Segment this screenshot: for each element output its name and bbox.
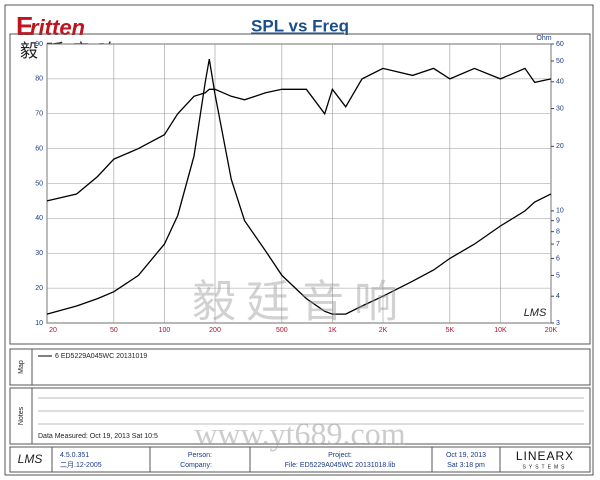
project: Project: bbox=[328, 452, 352, 459]
watermark-url: www.yt689.com bbox=[194, 415, 405, 451]
x-tick-label: 5K bbox=[446, 327, 455, 334]
y-tick-label: 90 bbox=[35, 41, 43, 48]
x-tick-label: 2K bbox=[379, 327, 388, 334]
y-tick-label: 10 bbox=[35, 320, 43, 327]
logo-e: E bbox=[16, 11, 33, 41]
x-tick-label: 100 bbox=[159, 327, 171, 334]
measured: Data Measured: Oct 19, 2013 Sat 10:5 bbox=[38, 433, 158, 440]
logo: ritten bbox=[30, 15, 85, 40]
company: Company: bbox=[180, 462, 212, 469]
y2-tick-label: 10 bbox=[556, 208, 564, 215]
x-tick-label: 500 bbox=[276, 327, 288, 334]
brand-sub: SYSTEMS bbox=[523, 464, 568, 470]
y-tick-label: 50 bbox=[35, 180, 43, 187]
y-tick-label: 30 bbox=[35, 250, 43, 257]
y2-tick-label: 60 bbox=[556, 41, 564, 48]
notes-panel bbox=[9, 387, 591, 445]
y2-tick-label: 30 bbox=[556, 105, 564, 112]
brand: LINEARX bbox=[516, 449, 574, 463]
y2-tick-label: 5 bbox=[556, 272, 560, 279]
y2-tick-label: 6 bbox=[556, 255, 560, 262]
chart-title: SPL vs Freq bbox=[251, 16, 349, 35]
plot: 20 50 100 200 500 1K 2K 5K 10K 20K 10 20 30 40 50 60 70 8… bbox=[35, 41, 564, 334]
y-tick-label: 20 bbox=[35, 285, 43, 292]
legend-label: 6 ED5229A045WC 20131019 bbox=[55, 353, 147, 360]
x-tick-label: 50 bbox=[110, 327, 118, 334]
plot-frame bbox=[9, 33, 591, 345]
x-tick-label: 20K bbox=[545, 327, 558, 334]
y-tick-label: 80 bbox=[35, 76, 43, 83]
y2-label: Ohm bbox=[536, 35, 551, 42]
y2-tick-label: 9 bbox=[556, 218, 560, 225]
y2-tick-label: 3 bbox=[556, 320, 560, 327]
map-label: Map bbox=[18, 360, 25, 374]
footer-lms: LMS bbox=[18, 452, 43, 466]
y-tick-label: 60 bbox=[35, 145, 43, 152]
x-tick-label: 20 bbox=[49, 327, 57, 334]
footer-day: Oct 19, 2013 bbox=[446, 452, 486, 459]
version: 4.5.0.351 bbox=[60, 452, 89, 459]
person: Person: bbox=[188, 452, 212, 459]
corner-mark: LMS bbox=[524, 307, 547, 319]
footer-time: Sat 3:18 pm bbox=[447, 462, 485, 469]
y-tick-label: 70 bbox=[35, 111, 43, 118]
file: File: ED5229A045WC 20131018.lib bbox=[285, 462, 396, 469]
series-line bbox=[46, 58, 552, 315]
series-line bbox=[46, 67, 552, 202]
x-tick-label: 1K bbox=[328, 327, 337, 334]
y2-tick-label: 50 bbox=[556, 58, 564, 65]
y2-tick-label: 40 bbox=[556, 79, 564, 86]
map-panel bbox=[9, 348, 591, 386]
notes-label: Notes bbox=[18, 406, 25, 425]
version-date: 二月.12-2005 bbox=[60, 461, 102, 469]
y2-tick-label: 4 bbox=[556, 293, 560, 300]
x-tick-label: 200 bbox=[209, 327, 221, 334]
y2-tick-label: 20 bbox=[556, 143, 564, 150]
y2-tick-label: 7 bbox=[556, 241, 560, 248]
watermark-cn: 毅廷音响 bbox=[192, 278, 408, 327]
y-tick-label: 40 bbox=[35, 215, 43, 222]
x-tick-label: 10K bbox=[494, 327, 507, 334]
footer bbox=[9, 446, 591, 473]
y2-tick-label: 8 bbox=[556, 228, 560, 235]
